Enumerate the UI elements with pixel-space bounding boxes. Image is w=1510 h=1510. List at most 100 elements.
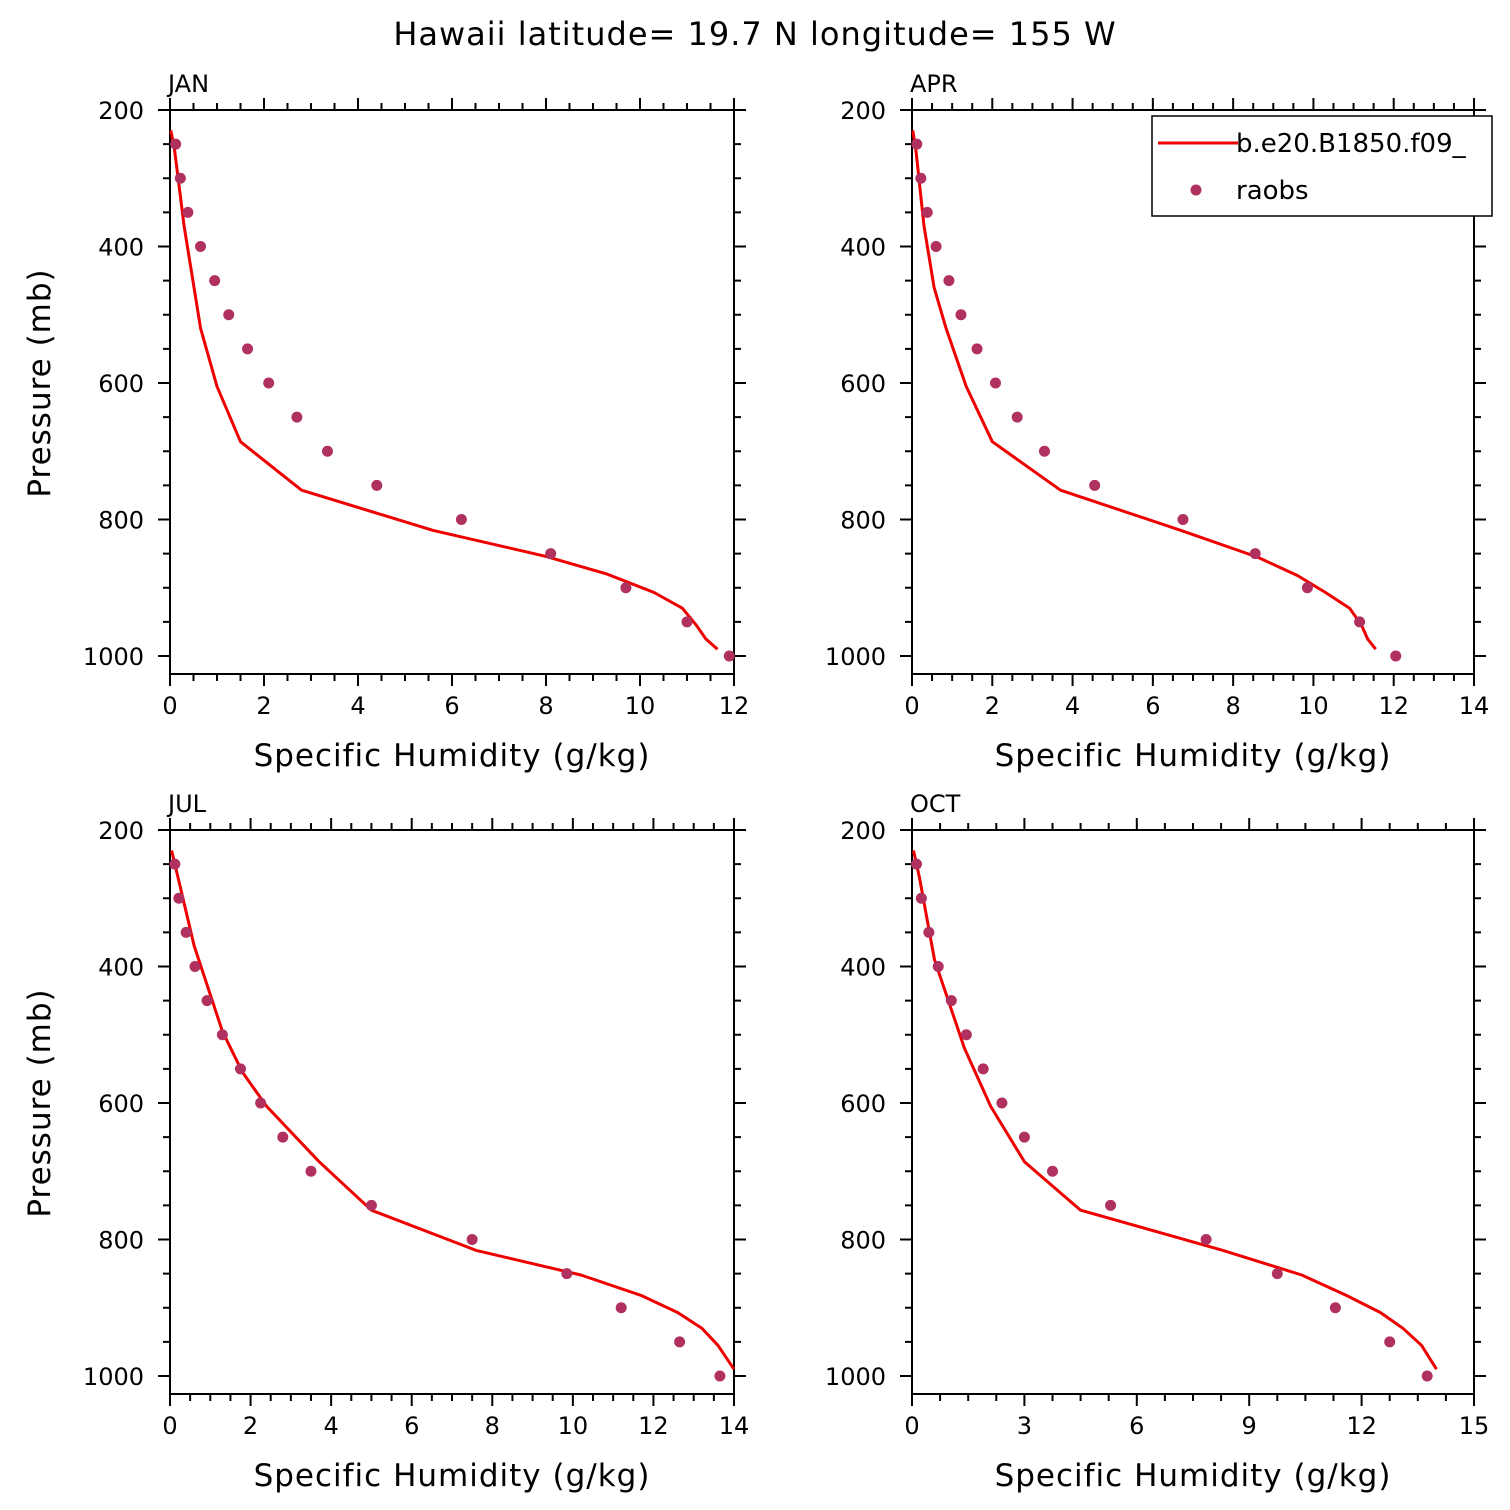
plot-frame bbox=[169, 829, 735, 1395]
raobs-point bbox=[1354, 616, 1366, 628]
y-tick-label: 600 bbox=[98, 370, 144, 398]
y-tick-label: 200 bbox=[98, 97, 144, 125]
raobs-point bbox=[1200, 1234, 1212, 1245]
raobs-point bbox=[1384, 1336, 1396, 1348]
x-tick-label: 4 bbox=[324, 1412, 339, 1440]
x-tick-label: 14 bbox=[1459, 692, 1490, 720]
raobs-point bbox=[235, 1063, 246, 1075]
raobs-point bbox=[989, 377, 1001, 389]
x-tick-label: 8 bbox=[1226, 692, 1241, 720]
raobs-point bbox=[714, 1370, 726, 1382]
x-tick-label: 14 bbox=[719, 1412, 750, 1440]
model-series-line bbox=[170, 850, 736, 1371]
x-axis-label: Specific Humidity (g/kg) bbox=[995, 738, 1392, 774]
raobs-point bbox=[921, 206, 933, 218]
y-tick-label: 600 bbox=[840, 1090, 886, 1118]
raobs-point bbox=[943, 275, 955, 287]
x-tick-label: 12 bbox=[1378, 692, 1409, 720]
x-axis-label: Specific Humidity (g/kg) bbox=[995, 1458, 1392, 1494]
x-tick-label: 12 bbox=[719, 692, 750, 720]
x-tick-label: 10 bbox=[558, 1412, 589, 1440]
y-tick-label: 1000 bbox=[83, 1363, 144, 1391]
panel-jul: 200 400 600 800 1000 0 2 4 6 8 10 12 14 JUL Specific H… bbox=[22, 790, 749, 1494]
raobs-point bbox=[255, 1097, 267, 1109]
raobs-point bbox=[321, 445, 333, 457]
x-tick-label: 2 bbox=[243, 1412, 258, 1440]
raobs-point bbox=[681, 616, 693, 628]
panel-oct: 200 400 600 800 1000 0 3 6 9 12 15 OCT Specific Humi… bbox=[825, 790, 1489, 1494]
raobs-point bbox=[170, 138, 182, 150]
raobs-point bbox=[1011, 411, 1023, 423]
raobs-point bbox=[945, 995, 957, 1007]
raobs-point bbox=[1089, 479, 1101, 491]
y-tick-label: 600 bbox=[840, 370, 886, 398]
x-tick-label: 0 bbox=[162, 1412, 177, 1440]
raobs-point bbox=[182, 206, 194, 218]
legend: b.e20.B1850.f09_ raobs bbox=[1151, 115, 1493, 217]
raobs-point bbox=[242, 343, 254, 355]
y-tick-label: 800 bbox=[840, 1227, 886, 1255]
raobs-point bbox=[1018, 1131, 1030, 1143]
raobs-point bbox=[910, 858, 922, 870]
x-tick-label: 15 bbox=[1459, 1412, 1490, 1440]
raobs-point bbox=[915, 172, 927, 184]
y-axis-label: Pressure (mb) bbox=[22, 268, 58, 497]
raobs-point bbox=[1249, 548, 1261, 560]
raobs-point bbox=[1301, 582, 1313, 594]
raobs-point bbox=[291, 411, 303, 423]
y-tick-label: 200 bbox=[98, 817, 144, 845]
panel-title: JAN bbox=[166, 70, 209, 98]
x-tick-label: 0 bbox=[904, 1412, 919, 1440]
raobs-point bbox=[173, 892, 185, 904]
x-tick-label: 4 bbox=[350, 692, 365, 720]
raobs-point bbox=[911, 138, 923, 150]
raobs-point bbox=[174, 172, 186, 184]
x-tick-label: 9 bbox=[1242, 1412, 1257, 1440]
x-axis-label: Specific Humidity (g/kg) bbox=[254, 738, 651, 774]
raobs-point bbox=[195, 241, 207, 252]
raobs-point bbox=[305, 1165, 317, 1177]
raobs-point bbox=[277, 1131, 289, 1143]
raobs-point bbox=[932, 961, 944, 972]
y-axis-label: Pressure (mb) bbox=[22, 988, 58, 1217]
x-tick-label: 6 bbox=[404, 1412, 419, 1440]
model-series-line bbox=[911, 130, 1377, 651]
x-tick-label: 0 bbox=[162, 692, 177, 720]
x-tick-label: 6 bbox=[444, 692, 459, 720]
x-tick-label: 0 bbox=[904, 692, 919, 720]
y-tick-label: 800 bbox=[98, 1227, 144, 1255]
x-tick-label: 12 bbox=[1346, 1412, 1377, 1440]
y-tick-label: 1000 bbox=[83, 643, 144, 671]
x-tick-label: 12 bbox=[638, 1412, 669, 1440]
raobs-point bbox=[371, 479, 383, 491]
x-axis-label: Specific Humidity (g/kg) bbox=[254, 1458, 651, 1494]
raobs-point bbox=[955, 309, 967, 321]
raobs-point bbox=[209, 275, 221, 287]
y-tick-label: 1000 bbox=[825, 643, 886, 671]
panel-jan: 200 400 600 800 1000 0 2 4 6 8 10 12 JAN Specific Hum… bbox=[22, 70, 749, 774]
raobs-point bbox=[923, 926, 935, 938]
legend-obs-marker bbox=[1190, 184, 1202, 196]
raobs-point bbox=[545, 548, 557, 560]
panel-apr: 200 400 600 800 1000 0 2 4 6 8 10 12 14 APR Specific H… bbox=[825, 70, 1489, 774]
legend-obs-label: raobs bbox=[1236, 176, 1309, 206]
x-tick-label: 4 bbox=[1065, 692, 1080, 720]
figure-title: Hawaii latitude= 19.7 N longitude= 155 W bbox=[393, 15, 1116, 53]
x-tick-label: 10 bbox=[1298, 692, 1329, 720]
raobs-point bbox=[169, 858, 181, 870]
raobs-point bbox=[561, 1268, 573, 1280]
raobs-point bbox=[189, 961, 201, 972]
raobs-point bbox=[216, 1029, 228, 1041]
raobs-point bbox=[1177, 514, 1189, 525]
raobs-point bbox=[1271, 1268, 1283, 1280]
raobs-point bbox=[971, 343, 983, 355]
y-tick-label: 400 bbox=[98, 954, 144, 982]
y-tick-label: 400 bbox=[98, 234, 144, 262]
raobs-point bbox=[996, 1097, 1008, 1109]
raobs-point bbox=[960, 1029, 972, 1041]
raobs-point bbox=[674, 1336, 686, 1348]
raobs-point bbox=[1105, 1199, 1117, 1211]
raobs-point bbox=[1421, 1370, 1433, 1382]
raobs-point bbox=[180, 926, 192, 938]
raobs-point bbox=[455, 514, 467, 525]
